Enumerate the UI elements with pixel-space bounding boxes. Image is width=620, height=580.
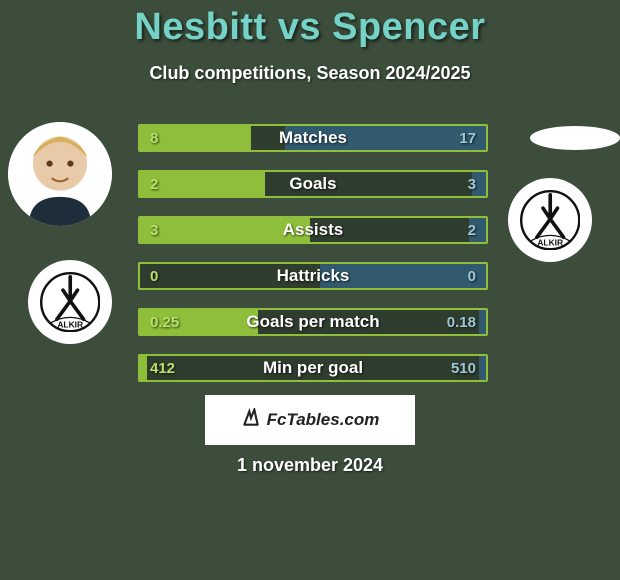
stat-fill-left (140, 218, 310, 242)
stat-row: 23Goals (138, 170, 488, 198)
brand-text: FcTables.com (267, 410, 380, 430)
date-text: 1 november 2024 (0, 455, 620, 476)
club-badge-text: ALKIR (537, 237, 563, 247)
player-left-club-badge: ALKIR (28, 260, 112, 344)
avatar-placeholder-icon (8, 122, 112, 226)
stat-value-left: 8 (150, 126, 158, 150)
stat-fill-left (140, 356, 147, 380)
club-crest-icon: ALKIR (520, 190, 580, 250)
stat-value-right: 0 (468, 264, 476, 288)
page-title: Nesbitt vs Spencer (0, 6, 620, 49)
comparison-card: Nesbitt vs Spencer Club competitions, Se… (0, 0, 620, 580)
stat-value-left: 3 (150, 218, 158, 242)
stat-fill-right (285, 126, 486, 150)
subtitle: Club competitions, Season 2024/2025 (0, 63, 620, 84)
player-left-avatar (8, 122, 112, 226)
stat-row: 32Assists (138, 216, 488, 244)
stat-fill-left (140, 172, 265, 196)
stat-value-right: 2 (468, 218, 476, 242)
player-right-club-badge: ALKIR (508, 178, 592, 262)
stat-fill-right (479, 310, 486, 334)
stat-label: Min per goal (140, 356, 486, 380)
stat-row: 817Matches (138, 124, 488, 152)
stat-fill-right (479, 356, 486, 380)
stat-value-right: 0.18 (447, 310, 476, 334)
stat-value-left: 412 (150, 356, 175, 380)
club-crest-icon: ALKIR (40, 272, 100, 332)
stat-value-right: 3 (468, 172, 476, 196)
stat-value-left: 0.25 (150, 310, 179, 334)
stat-row: 0.250.18Goals per match (138, 308, 488, 336)
stat-fill-right (320, 264, 486, 288)
brand-badge[interactable]: FcTables.com (205, 395, 415, 445)
stat-value-right: 510 (451, 356, 476, 380)
stat-row: 412 510Min per goal (138, 354, 488, 382)
stat-value-right: 17 (459, 126, 476, 150)
brand-icon (241, 408, 261, 433)
club-badge-text: ALKIR (57, 319, 83, 329)
stat-value-left: 0 (150, 264, 158, 288)
player-right-avatar (530, 126, 620, 150)
stat-row: 00Hattricks (138, 262, 488, 290)
stat-bars: 817Matches23Goals32Assists00Hattricks0.2… (138, 124, 488, 400)
stat-value-left: 2 (150, 172, 158, 196)
